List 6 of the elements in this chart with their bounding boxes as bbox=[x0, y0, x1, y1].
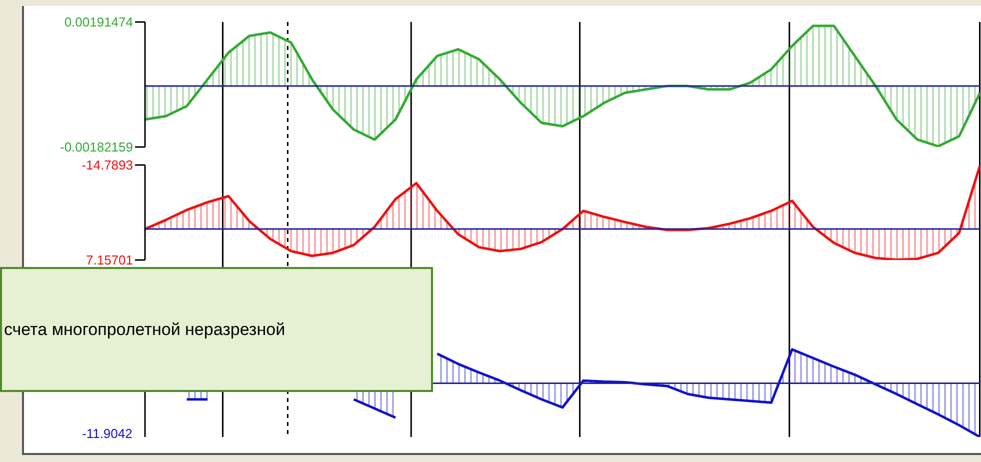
y-tick-label: 7.15701 bbox=[86, 252, 133, 268]
text: -11.9042 bbox=[82, 426, 132, 441]
y-tick-label: -14.7893 bbox=[82, 158, 133, 173]
y-tick-label: 0.00191474 bbox=[64, 14, 133, 30]
y-tick-label: -0.00182159 bbox=[60, 140, 133, 155]
text: счета многопролетной неразрезной bbox=[0, 267, 433, 392]
